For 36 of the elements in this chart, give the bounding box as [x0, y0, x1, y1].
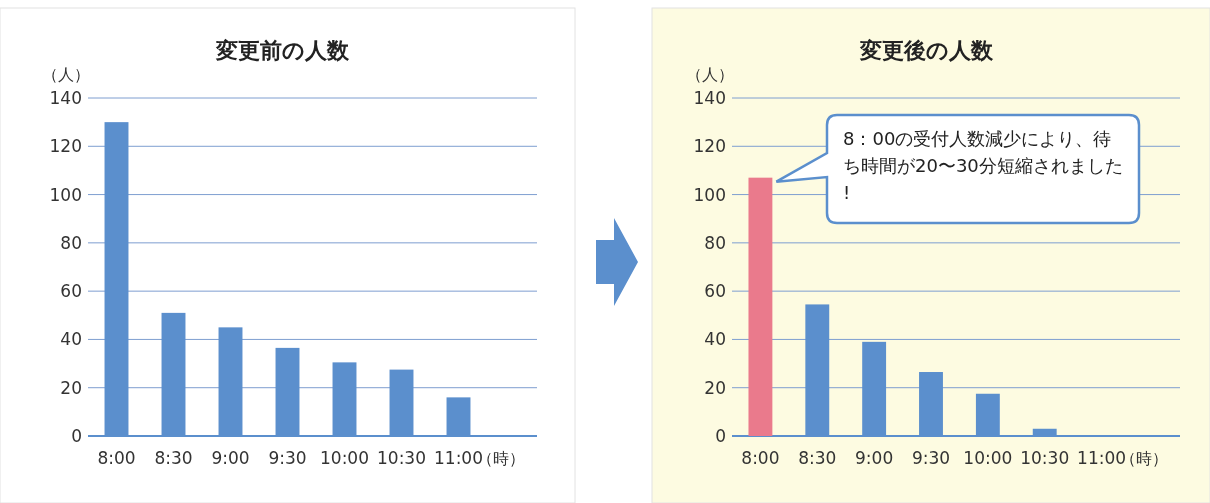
- y-tick-label: 0: [71, 426, 82, 446]
- y-axis-title: （人）: [686, 65, 734, 84]
- y-tick-label: 80: [704, 232, 726, 253]
- bar: [748, 177, 773, 436]
- x-tick-label: 8:30: [154, 448, 193, 468]
- x-tick-label: 9:30: [268, 448, 307, 468]
- chart-title: 変更前の人数: [215, 38, 350, 63]
- y-tick-label: 60: [60, 281, 82, 302]
- annotation: 8：00の受付人数減少により、待ち時間が20〜30分短縮されました!: [843, 128, 1123, 203]
- y-tick-label: 140: [49, 88, 82, 108]
- x-tick-label: 8:00: [97, 448, 136, 468]
- x-tick-label: 11:00: [1077, 448, 1127, 468]
- y-tick-label: 20: [60, 377, 82, 398]
- y-tick-label: 40: [60, 329, 82, 350]
- x-tick-label: 9:00: [855, 448, 894, 468]
- x-tick-label: 10:30: [377, 448, 426, 468]
- x-tick-label: 8:30: [798, 448, 837, 468]
- y-tick-label: 0: [715, 426, 726, 446]
- y-tick-label: 100: [693, 184, 726, 205]
- x-tick-label: 8:00: [741, 448, 780, 468]
- y-tick-label: 100: [49, 184, 82, 205]
- y-tick-label: 60: [704, 281, 726, 302]
- y-tick-label: 120: [49, 136, 82, 157]
- x-tick-label: 11:00: [434, 448, 483, 468]
- x-tick-label: 10:00: [320, 448, 369, 468]
- x-tick-label: 9:30: [911, 448, 951, 468]
- y-tick-label: 120: [693, 136, 726, 157]
- y-tick-label: 20: [704, 377, 726, 398]
- x-tick-label: 10:30: [1020, 448, 1070, 468]
- y-tick-label: 140: [693, 88, 726, 108]
- y-tick-label: 40: [704, 329, 726, 350]
- x-tick-label: 10:00: [963, 448, 1013, 468]
- y-axis-title: （人）: [42, 65, 90, 84]
- chart-title: 変更後の人数: [858, 38, 994, 63]
- x-tick-label: 9:00: [211, 448, 250, 468]
- y-tick-label: 80: [60, 232, 82, 253]
